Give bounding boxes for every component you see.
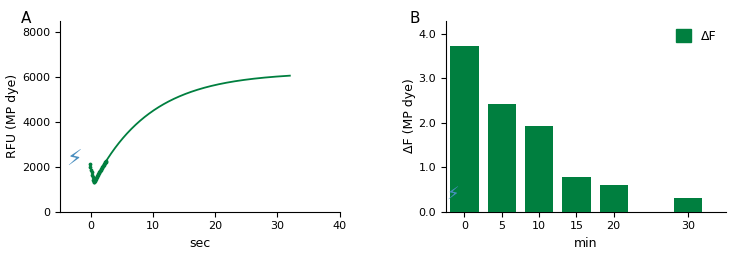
- Point: [87, 175, 99, 179]
- Point: [91, 175, 103, 179]
- Bar: [488, 104, 516, 212]
- Legend: ΔF: ΔF: [671, 25, 722, 48]
- Y-axis label: ΔF (MP dye): ΔF (MP dye): [402, 79, 416, 154]
- Bar: [562, 177, 591, 212]
- Point: [90, 176, 102, 181]
- Point: [91, 174, 103, 178]
- Bar: [599, 185, 628, 212]
- Point: [99, 161, 111, 165]
- Point: [95, 168, 107, 172]
- Bar: [674, 198, 702, 212]
- Point: [99, 160, 111, 164]
- Point: [96, 165, 108, 169]
- Point: [94, 170, 105, 174]
- Point: [97, 164, 109, 168]
- Point: [88, 179, 100, 183]
- Text: ⚡: ⚡: [66, 150, 82, 170]
- Point: [97, 164, 109, 168]
- Point: [99, 159, 111, 164]
- Text: B: B: [409, 11, 420, 26]
- Point: [88, 178, 99, 182]
- Point: [100, 159, 112, 163]
- Text: A: A: [21, 11, 31, 26]
- Point: [88, 180, 100, 184]
- Point: [96, 167, 108, 171]
- Point: [89, 178, 101, 182]
- Point: [98, 162, 110, 166]
- Point: [93, 171, 105, 175]
- Text: ⚡: ⚡: [447, 186, 459, 204]
- Bar: [525, 126, 554, 212]
- Point: [88, 180, 100, 184]
- Point: [85, 170, 97, 174]
- Point: [96, 166, 108, 170]
- Point: [90, 178, 102, 182]
- Point: [93, 172, 105, 176]
- Point: [85, 165, 96, 169]
- Point: [98, 163, 110, 167]
- Point: [94, 168, 106, 173]
- Bar: [450, 46, 479, 212]
- Point: [86, 173, 98, 177]
- X-axis label: min: min: [574, 237, 598, 250]
- Point: [84, 162, 96, 166]
- X-axis label: sec: sec: [189, 237, 210, 250]
- Point: [92, 173, 104, 177]
- Y-axis label: RFU (MP dye): RFU (MP dye): [6, 74, 19, 158]
- Point: [85, 167, 97, 172]
- Point: [94, 169, 106, 173]
- Point: [91, 176, 102, 180]
